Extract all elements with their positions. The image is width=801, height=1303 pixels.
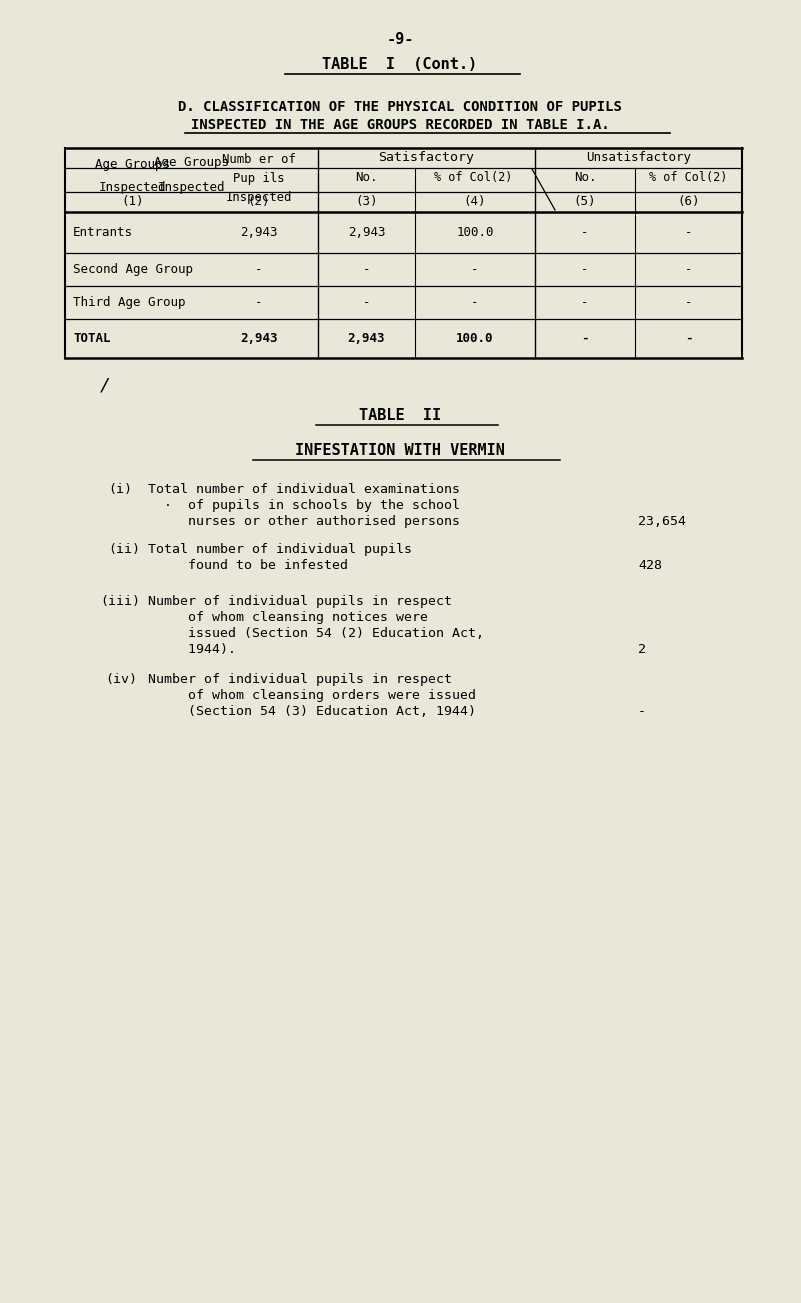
Text: -: - <box>256 296 263 309</box>
Text: -: - <box>363 296 370 309</box>
Text: Satisfactory: Satisfactory <box>379 151 474 164</box>
Text: 2,943: 2,943 <box>240 332 278 345</box>
Text: (ii): (ii) <box>108 543 140 556</box>
Text: -: - <box>685 263 692 276</box>
Text: (5): (5) <box>574 195 596 208</box>
Text: (iv): (iv) <box>105 674 137 685</box>
Text: Number of individual pupils in respect: Number of individual pupils in respect <box>148 674 452 685</box>
Text: -: - <box>685 225 692 238</box>
Text: INFESTATION WITH VERMIN: INFESTATION WITH VERMIN <box>295 443 505 457</box>
Text: -: - <box>363 263 370 276</box>
Text: Third Age Group: Third Age Group <box>73 296 186 309</box>
Text: found to be infested: found to be infested <box>148 559 348 572</box>
Text: 2: 2 <box>638 642 646 655</box>
Text: % of Col(2): % of Col(2) <box>650 171 727 184</box>
Text: INSPECTED IN THE AGE GROUPS RECORDED IN TABLE I.A.: INSPECTED IN THE AGE GROUPS RECORDED IN … <box>191 119 610 132</box>
Text: -9-: -9- <box>386 33 413 47</box>
Text: -: - <box>471 263 479 276</box>
Text: TOTAL: TOTAL <box>73 332 111 345</box>
Text: -: - <box>582 296 589 309</box>
Text: (i): (i) <box>108 483 132 496</box>
Text: D. CLASSIFICATION OF THE PHYSICAL CONDITION OF PUPILS: D. CLASSIFICATION OF THE PHYSICAL CONDIT… <box>178 100 622 113</box>
Text: -: - <box>471 296 479 309</box>
Text: issued (Section 54 (2) Education Act,: issued (Section 54 (2) Education Act, <box>148 627 484 640</box>
Text: -: - <box>582 225 589 238</box>
Text: 428: 428 <box>638 559 662 572</box>
Text: 1944).: 1944). <box>148 642 236 655</box>
Text: Number of individual pupils in respect: Number of individual pupils in respect <box>148 595 452 609</box>
Text: -: - <box>256 263 263 276</box>
Text: Age Groups
Inspected: Age Groups Inspected <box>154 156 229 194</box>
Text: 100.0: 100.0 <box>457 225 493 238</box>
Text: (4): (4) <box>464 195 486 208</box>
Text: (1): (1) <box>121 195 143 208</box>
Text: (iii): (iii) <box>100 595 140 609</box>
Text: of whom cleansing orders were issued: of whom cleansing orders were issued <box>148 689 476 702</box>
Text: nurses or other authorised persons: nurses or other authorised persons <box>148 515 460 528</box>
Text: 2,943: 2,943 <box>348 225 385 238</box>
Text: -: - <box>582 332 589 345</box>
Text: TABLE  I  (Cont.): TABLE I (Cont.) <box>323 57 477 72</box>
Text: (3): (3) <box>356 195 378 208</box>
Text: -: - <box>582 263 589 276</box>
Text: 23,654: 23,654 <box>638 515 686 528</box>
Text: ·  of pupils in schools by the school: · of pupils in schools by the school <box>148 499 460 512</box>
Text: No.: No. <box>356 171 378 184</box>
Text: % of Col(2): % of Col(2) <box>434 171 512 184</box>
Text: Entrants: Entrants <box>73 225 133 238</box>
Text: /: / <box>100 377 111 394</box>
Text: 2,943: 2,943 <box>240 225 278 238</box>
Text: TABLE  II: TABLE II <box>359 408 441 423</box>
Text: 100.0: 100.0 <box>457 332 493 345</box>
Text: (2): (2) <box>248 195 270 208</box>
Text: Second Age Group: Second Age Group <box>73 263 193 276</box>
Text: of whom cleansing notices were: of whom cleansing notices were <box>148 611 428 624</box>
Text: Unsatisfactory: Unsatisfactory <box>586 151 691 164</box>
Text: -: - <box>685 332 692 345</box>
Text: -: - <box>638 705 646 718</box>
Text: (Section 54 (3) Education Act, 1944): (Section 54 (3) Education Act, 1944) <box>148 705 476 718</box>
Text: -: - <box>685 296 692 309</box>
Text: No.: No. <box>574 171 596 184</box>
Text: 2,943: 2,943 <box>348 332 385 345</box>
Text: Total number of individual examinations: Total number of individual examinations <box>148 483 460 496</box>
Text: (6): (6) <box>678 195 700 208</box>
Text: Age Groups
Inspected: Age Groups Inspected <box>95 158 170 194</box>
Text: Numb er of
Pup ils
Inspected: Numb er of Pup ils Inspected <box>222 152 296 205</box>
Text: Total number of individual pupils: Total number of individual pupils <box>148 543 412 556</box>
